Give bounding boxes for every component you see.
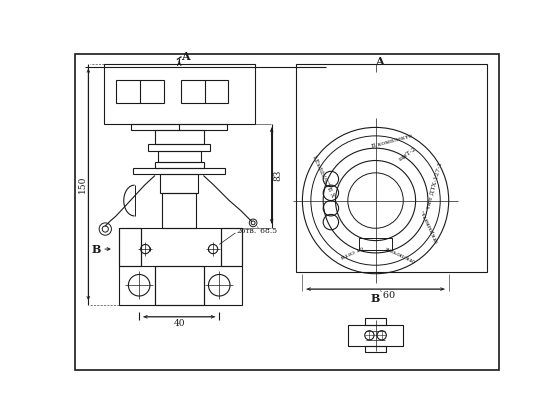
Bar	[365, 318, 386, 325]
Text: тип ДТХ-127-1: тип ДТХ-127-1	[426, 161, 443, 209]
Bar	[221, 228, 242, 266]
Bar	[155, 130, 204, 144]
Bar	[296, 64, 487, 272]
Text: B: B	[91, 244, 101, 255]
Bar	[158, 151, 200, 162]
Text: `60: `60	[379, 291, 396, 300]
Text: A: A	[375, 56, 384, 67]
Bar	[358, 238, 393, 250]
Bar	[181, 80, 228, 103]
Text: В комплекте: В комплекте	[371, 133, 412, 149]
Text: A: A	[181, 51, 190, 62]
Text: 83: 83	[273, 169, 282, 181]
Text: открывать,: открывать,	[419, 208, 439, 243]
Bar	[116, 80, 164, 103]
Text: от сети: от сети	[340, 244, 364, 259]
Bar	[133, 168, 225, 173]
Bar	[160, 173, 198, 193]
Text: 40: 40	[174, 319, 185, 328]
Text: 150: 150	[78, 176, 87, 193]
Bar	[148, 144, 210, 151]
Bar	[104, 64, 255, 123]
Bar	[162, 193, 196, 228]
Text: 2отв.`68.5: 2отв.`68.5	[237, 227, 278, 235]
Bar	[155, 162, 204, 168]
Text: щиТ-2: щиТ-2	[398, 147, 418, 163]
Bar	[119, 228, 141, 266]
Text: отключив: отключив	[384, 244, 416, 263]
Bar	[365, 346, 386, 352]
Text: B: B	[371, 293, 380, 304]
Bar	[348, 325, 403, 346]
Bar	[132, 123, 227, 130]
Text: 1Exdib//СТБ X: 1Exdib//СТБ X	[312, 155, 336, 198]
Bar	[155, 266, 204, 304]
Bar	[119, 228, 242, 304]
